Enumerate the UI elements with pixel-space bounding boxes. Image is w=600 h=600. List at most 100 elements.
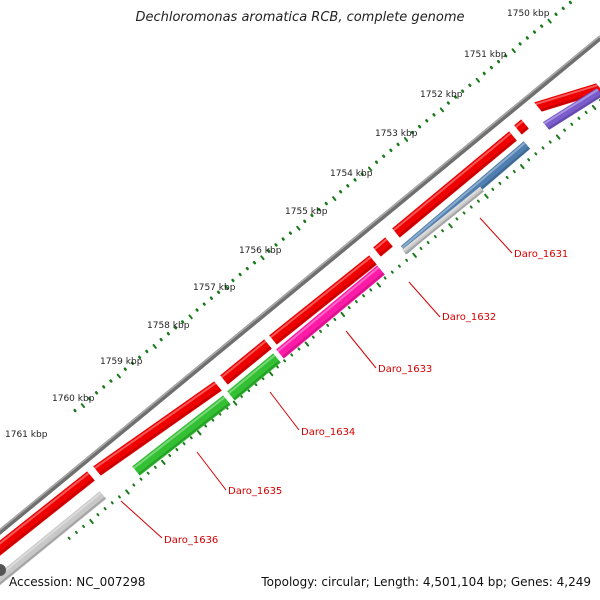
kbp-label: 1754 kbp: [330, 169, 373, 179]
genome-summary-text: Topology: circular; Length: 4,501,104 bp…: [261, 575, 591, 589]
inner-scale-tick: [362, 294, 366, 298]
gene-Daro_1636[interactable]: [0, 491, 107, 587]
scale-tick: [116, 373, 121, 379]
inner-scale-tick: [254, 382, 258, 387]
scale-tick: [324, 201, 328, 206]
gene-label-Daro_1636[interactable]: Daro_1636: [164, 535, 218, 546]
inner-scale-tick: [275, 365, 279, 369]
scale-tick: [367, 166, 373, 172]
scale-tick: [195, 308, 199, 312]
inner-scale-tick: [168, 453, 172, 458]
cds-segment[interactable]: [392, 131, 517, 238]
gene-Daro_1634[interactable]: [227, 353, 281, 401]
scale-tick: [561, 6, 565, 11]
inner-scale-tick: [196, 430, 202, 436]
scale-tick: [166, 331, 170, 336]
gene-feature-track: [0, 141, 531, 587]
scale-tick: [446, 101, 450, 105]
scale-tick: [396, 142, 400, 147]
gene-leader-line: [408, 281, 441, 318]
inner-scale-tick: [340, 311, 346, 318]
scale-tick: [303, 219, 307, 224]
inner-scale-tick: [455, 217, 459, 221]
scale-tick: [496, 59, 501, 64]
inner-scale-tick: [441, 229, 445, 233]
scroll-handle[interactable]: [0, 564, 6, 576]
scale-tick: [73, 408, 77, 413]
inner-scale-tick: [96, 513, 100, 517]
inner-scale-tick: [397, 264, 401, 268]
genome-backbone: [0, 35, 600, 536]
gene-label-Daro_1634[interactable]: Daro_1634: [301, 427, 355, 438]
inner-scale-tick: [347, 306, 351, 310]
cds-segment[interactable]: [373, 237, 393, 257]
scale-tick: [403, 137, 409, 142]
inner-scale-tick: [383, 276, 387, 280]
kbp-labels: 1750 kbp 1751 kbp 1752 kbp 1753 kbp 1754 kbp…: [5, 9, 550, 440]
rna-feature[interactable]: [542, 88, 600, 130]
cds-segment[interactable]: [269, 255, 377, 345]
gene-label-Daro_1633[interactable]: Daro_1633: [378, 364, 432, 375]
inner-scale-tick: [376, 282, 381, 288]
scale-tick: [209, 296, 214, 300]
scale-tick: [188, 314, 193, 320]
scale-tick: [353, 178, 357, 182]
scale-tick: [360, 172, 364, 176]
inner-scale-tick: [311, 335, 315, 339]
scale-tick: [317, 207, 321, 212]
scale-tick: [159, 337, 163, 342]
cds-feature-track: [0, 83, 600, 556]
inner-scale-tick: [204, 424, 208, 428]
inner-scale-tick: [67, 536, 71, 540]
kbp-label: 1757 kbp: [193, 283, 236, 293]
kbp-label: 1761 kbp: [5, 430, 48, 440]
inner-scale-tick: [448, 223, 453, 229]
inner-scale-tick: [103, 507, 107, 511]
scale-tick: [554, 12, 558, 17]
inner-scale-tick: [326, 323, 330, 327]
inner-scale-tick: [469, 205, 473, 209]
scale-tick: [109, 379, 113, 383]
gene-label-Daro_1635[interactable]: Daro_1635: [228, 486, 282, 497]
inner-scale-tick: [527, 158, 531, 162]
scale-tick: [453, 95, 458, 99]
scale-tick: [518, 42, 522, 46]
scale-tick: [547, 18, 552, 24]
cds-segment[interactable]: [93, 381, 222, 476]
inner-scale-tick: [318, 329, 322, 333]
scale-tick: [123, 367, 127, 371]
gene-leader-line: [196, 451, 227, 491]
scale-tick: [260, 255, 265, 261]
gene-Daro_1632[interactable]: [402, 186, 484, 255]
inner-scale-tick: [189, 436, 193, 440]
gene-Daro_1633[interactable]: [276, 265, 385, 359]
inner-scale-tick: [419, 246, 423, 251]
gene-Daro_1635[interactable]: [132, 395, 231, 476]
scale-tick: [425, 119, 429, 123]
scale-tick: [202, 302, 206, 306]
scale-tick: [288, 231, 293, 235]
inner-scale-tick: [333, 317, 337, 322]
scale-tick: [94, 391, 99, 395]
scale-tick: [568, 0, 573, 5]
inner-scale-tick: [462, 211, 466, 215]
scale-tick: [137, 355, 142, 360]
backbone-line: [0, 36, 600, 536]
inner-scale-tick: [82, 524, 86, 529]
scale-tick: [489, 65, 494, 70]
cds-segment[interactable]: [514, 119, 529, 135]
gene-label-Daro_1631[interactable]: Daro_1631: [514, 249, 568, 260]
inner-scale-tick: [369, 288, 373, 292]
scale-tick: [410, 130, 415, 135]
scale-tick: [389, 148, 393, 153]
inner-scale-tick: [520, 164, 525, 170]
scale-tick: [252, 261, 257, 265]
gene-label-Daro_1632[interactable]: Daro_1632: [442, 312, 496, 323]
cds-segment[interactable]: [220, 339, 272, 385]
inner-scale-tick: [390, 270, 394, 274]
cds-segment[interactable]: [0, 471, 95, 556]
inner-scale-tick: [354, 300, 358, 304]
scale-tick: [87, 397, 91, 401]
scale-tick: [216, 290, 221, 295]
